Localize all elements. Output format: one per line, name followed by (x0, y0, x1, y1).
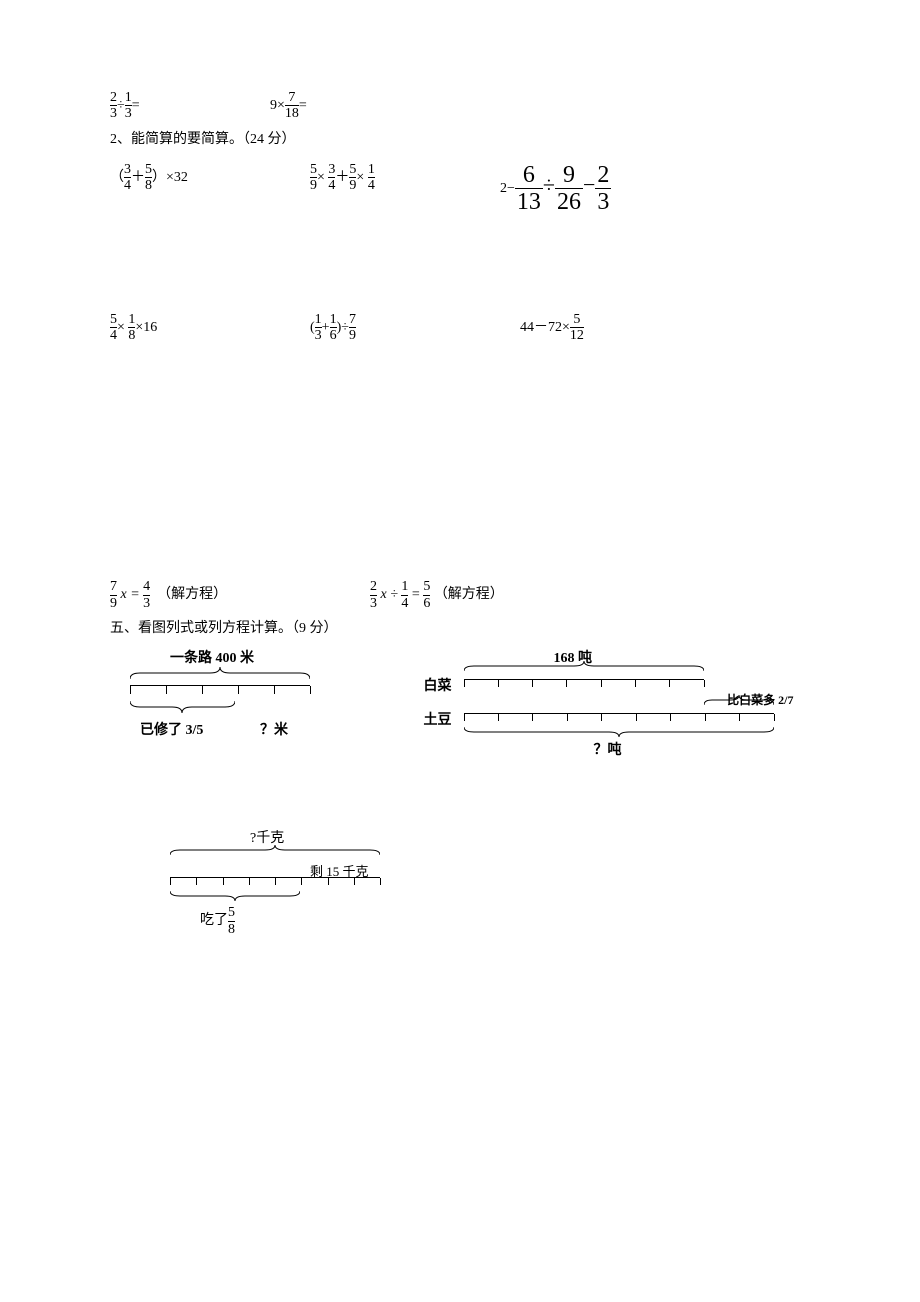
fraction: 56 (423, 579, 430, 611)
eat-prefix: 吃了 (200, 913, 228, 928)
rowB-c3: 44－72×512 (520, 312, 584, 344)
operator: ÷ (543, 172, 555, 197)
brace-bottom (170, 889, 300, 901)
page: 2 3 ÷ 1 3 = 9× 7 18 = 2、能简算的要简算。（24 分） （… (0, 0, 920, 987)
q1-expr1: 2 3 ÷ 1 3 = (110, 90, 270, 122)
fraction: 2 3 (110, 90, 117, 122)
q2-heading: 2、能简算的要简算。（24 分） (110, 128, 810, 148)
equals: = (299, 98, 307, 113)
fraction: 43 (143, 579, 150, 611)
rparen: ） (152, 170, 166, 185)
denominator: 3 (125, 105, 132, 121)
operator: × (356, 170, 364, 185)
rowA: （34＋58）×32 59× 34＋59× 14 2−613÷926−23 (110, 162, 810, 216)
rowA-c2: 59× 34＋59× 14 (310, 162, 500, 216)
repaired-label: 已修了 3/5 (140, 719, 203, 739)
q1-row: 2 3 ÷ 1 3 = 9× 7 18 = (110, 90, 810, 122)
bar (170, 877, 380, 888)
brace-extra (704, 695, 774, 707)
rowB-c2: (13+16)÷79 (310, 312, 520, 344)
rowA-c3: 2−613÷926−23 (500, 162, 611, 216)
operator: − (583, 172, 595, 197)
brace-bottom (464, 725, 774, 737)
top-label: ?千克 (250, 827, 284, 847)
brace-top (464, 661, 704, 673)
operator: × (117, 320, 125, 335)
brace-bottom (130, 699, 235, 713)
tail: ×16 (135, 320, 157, 335)
numerator: 7 (285, 90, 299, 105)
operator: ÷ (341, 320, 349, 335)
eat-label: 吃了58 (200, 905, 235, 937)
rowC-c2: 23 x ÷ 14 = 56 （解方程） (370, 579, 504, 611)
spacer (110, 222, 810, 312)
d1-title: 一条路 400 米 (170, 647, 254, 667)
section5-heading: 五、看图列式或列方程计算。（9 分） (110, 617, 810, 637)
brace-top (130, 667, 310, 681)
fraction: 613 (515, 162, 543, 216)
row1-label: 白菜 (424, 675, 452, 695)
operator: ＋ (131, 170, 145, 185)
numerator: 1 (125, 90, 132, 105)
operand: 9 (270, 98, 277, 113)
diagram-vegetables: 168 吨 白菜 比白菜多 2/7 土豆 ？吨 (424, 647, 794, 767)
brace-top (170, 845, 380, 857)
tick-bar (130, 685, 310, 698)
denominator: 3 (110, 105, 117, 121)
equals: = (132, 98, 140, 113)
tail: ×32 (166, 170, 188, 185)
fraction: 59 (310, 162, 317, 194)
q1-expr2: 9× 7 18 = (270, 90, 307, 122)
fraction: 58 (228, 905, 235, 937)
question-label: ？米 (260, 719, 288, 739)
operator: × (317, 170, 325, 185)
note: （解方程） (157, 587, 227, 602)
fraction: 79 (349, 312, 356, 344)
bar1 (464, 679, 704, 690)
note: （解方程） (434, 587, 504, 602)
fraction: 14 (401, 579, 408, 611)
fraction: 14 (368, 162, 375, 194)
operator: × (277, 98, 285, 113)
fraction: 23 (595, 162, 611, 216)
fraction: 512 (570, 312, 584, 344)
diagram-road: 一条路 400 米 已修了 3/5 ？米 (130, 647, 360, 757)
diagram-row: 一条路 400 米 已修了 3/5 ？米 168 吨 白菜 比白菜多 2/7 土… (110, 647, 810, 767)
fraction: 1 3 (125, 90, 132, 122)
spacer (110, 349, 810, 579)
rowB: 54× 18×16 (13+16)÷79 44－72×512 (110, 312, 810, 344)
equation-middle: x ÷ (381, 587, 398, 602)
spacer (110, 767, 810, 797)
fraction: 16 (330, 312, 337, 344)
fraction: 79 (110, 579, 117, 611)
row2-label: 土豆 (424, 709, 452, 729)
fraction: 13 (315, 312, 322, 344)
equation-middle: x = (121, 587, 140, 602)
fraction: 58 (145, 162, 152, 194)
rowA-c1: （34＋58）×32 (110, 162, 310, 216)
lparen: （ (110, 170, 124, 185)
denominator: 18 (285, 105, 299, 121)
rowB-c1: 54× 18×16 (110, 312, 310, 344)
lead: 44－72× (520, 320, 570, 335)
fraction: 34 (124, 162, 131, 194)
equals: = (412, 587, 420, 602)
fraction: 23 (370, 579, 377, 611)
fraction: 54 (110, 312, 117, 344)
question-label: ？吨 (594, 739, 622, 759)
numerator: 2 (110, 90, 117, 105)
fraction: 7 18 (285, 90, 299, 122)
bar2 (464, 713, 774, 724)
operator: ÷ (117, 98, 125, 113)
rowC-c1: 79 x = 43 （解方程） (110, 579, 370, 611)
rowC: 79 x = 43 （解方程） 23 x ÷ 14 = 56 （解方程） (110, 579, 810, 611)
operator: + (322, 320, 330, 335)
diagram-kg: ?千克 剩 15 千克 吃了58 (170, 827, 410, 947)
fraction: 926 (555, 162, 583, 216)
operator: ＋ (335, 170, 349, 185)
lead: 2− (500, 181, 515, 196)
